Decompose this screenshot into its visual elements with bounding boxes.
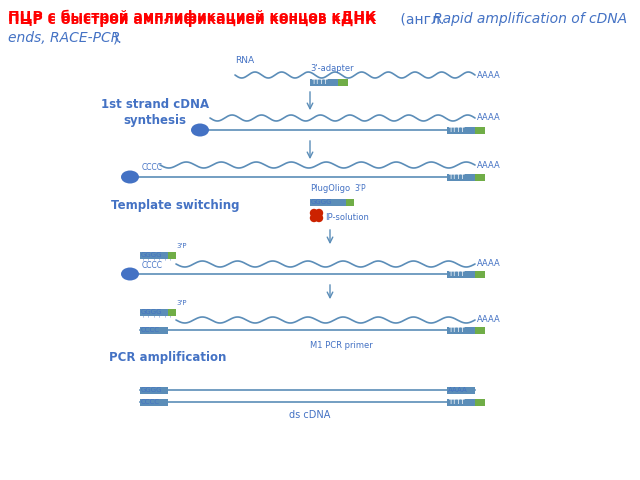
Bar xyxy=(447,271,475,277)
Bar xyxy=(447,173,475,180)
Bar xyxy=(475,173,485,180)
Bar xyxy=(140,252,168,259)
Bar xyxy=(346,199,354,205)
Text: GGGG: GGGG xyxy=(141,252,163,258)
Circle shape xyxy=(316,209,323,216)
Bar xyxy=(447,127,475,133)
Text: ).: ). xyxy=(113,31,122,45)
Bar xyxy=(447,386,475,394)
Text: AAAA: AAAA xyxy=(448,387,468,393)
Text: (англ.: (англ. xyxy=(396,12,448,26)
Circle shape xyxy=(316,215,323,221)
Text: 1st strand cDNA
synthesis: 1st strand cDNA synthesis xyxy=(101,98,209,127)
Text: GGGG: GGGG xyxy=(141,309,163,315)
Text: 3'P: 3'P xyxy=(176,300,186,306)
Text: GGGG: GGGG xyxy=(141,387,163,393)
Bar xyxy=(475,271,485,277)
Text: TTTT: TTTT xyxy=(448,271,465,277)
Text: TTTT: TTTT xyxy=(448,174,465,180)
Text: TTTT: TTTT xyxy=(448,127,465,133)
Text: TTTT: TTTT xyxy=(311,79,328,85)
Text: Rapid amplification of cDNA: Rapid amplification of cDNA xyxy=(433,12,627,26)
Circle shape xyxy=(310,209,317,216)
Bar xyxy=(447,398,475,406)
Bar xyxy=(447,326,475,334)
Text: AAAA: AAAA xyxy=(477,160,500,169)
Bar xyxy=(310,79,338,85)
Text: CCCC: CCCC xyxy=(142,163,163,172)
Text: 3'P: 3'P xyxy=(176,243,186,249)
Text: 3'P: 3'P xyxy=(354,184,365,193)
Bar xyxy=(338,79,348,85)
Text: ends, RACE-PCR: ends, RACE-PCR xyxy=(8,31,121,45)
Text: IP-solution: IP-solution xyxy=(325,213,369,221)
Bar xyxy=(140,398,168,406)
Text: Template switching: Template switching xyxy=(111,199,239,212)
Ellipse shape xyxy=(191,123,209,136)
Bar xyxy=(310,199,346,205)
Bar xyxy=(475,127,485,133)
Text: RNA: RNA xyxy=(235,56,254,65)
Bar xyxy=(475,326,485,334)
Bar xyxy=(140,386,168,394)
Ellipse shape xyxy=(121,267,139,280)
Text: AAAA: AAAA xyxy=(477,71,500,80)
Text: CCCC: CCCC xyxy=(141,327,160,333)
Circle shape xyxy=(310,215,317,221)
Text: PCR amplification: PCR amplification xyxy=(109,351,227,364)
Text: 3'-adapter: 3'-adapter xyxy=(310,64,354,73)
Text: M1 PCR primer: M1 PCR primer xyxy=(310,341,372,350)
Text: CCCC: CCCC xyxy=(142,261,163,270)
Bar xyxy=(475,398,485,406)
Bar xyxy=(168,252,176,259)
Text: AAAA: AAAA xyxy=(477,113,500,122)
Bar xyxy=(140,326,168,334)
Text: CCCC: CCCC xyxy=(141,399,160,405)
Bar xyxy=(168,309,176,315)
Text: ПЦР с быстрой амплификацией концов кДНК (англ.: ПЦР с быстрой амплификацией концов кДНК … xyxy=(8,10,434,24)
Text: AAAA: AAAA xyxy=(477,260,500,268)
Text: ds cDNA: ds cDNA xyxy=(289,410,331,420)
Text: TTTT: TTTT xyxy=(448,327,465,333)
Text: TTTT: TTTT xyxy=(448,399,465,405)
Ellipse shape xyxy=(121,170,139,183)
Text: PlugOligo: PlugOligo xyxy=(310,184,350,193)
Text: ПЦР с быстрой амплификацией концов кДНК: ПЦР с быстрой амплификацией концов кДНК xyxy=(8,12,377,27)
Bar xyxy=(140,309,168,315)
Text: ПЦР с быстрой амплификацией концов кДНК: ПЦР с быстрой амплификацией концов кДНК xyxy=(8,10,376,24)
Text: AAAA: AAAA xyxy=(477,315,500,324)
Text: GGGG: GGGG xyxy=(311,199,333,205)
